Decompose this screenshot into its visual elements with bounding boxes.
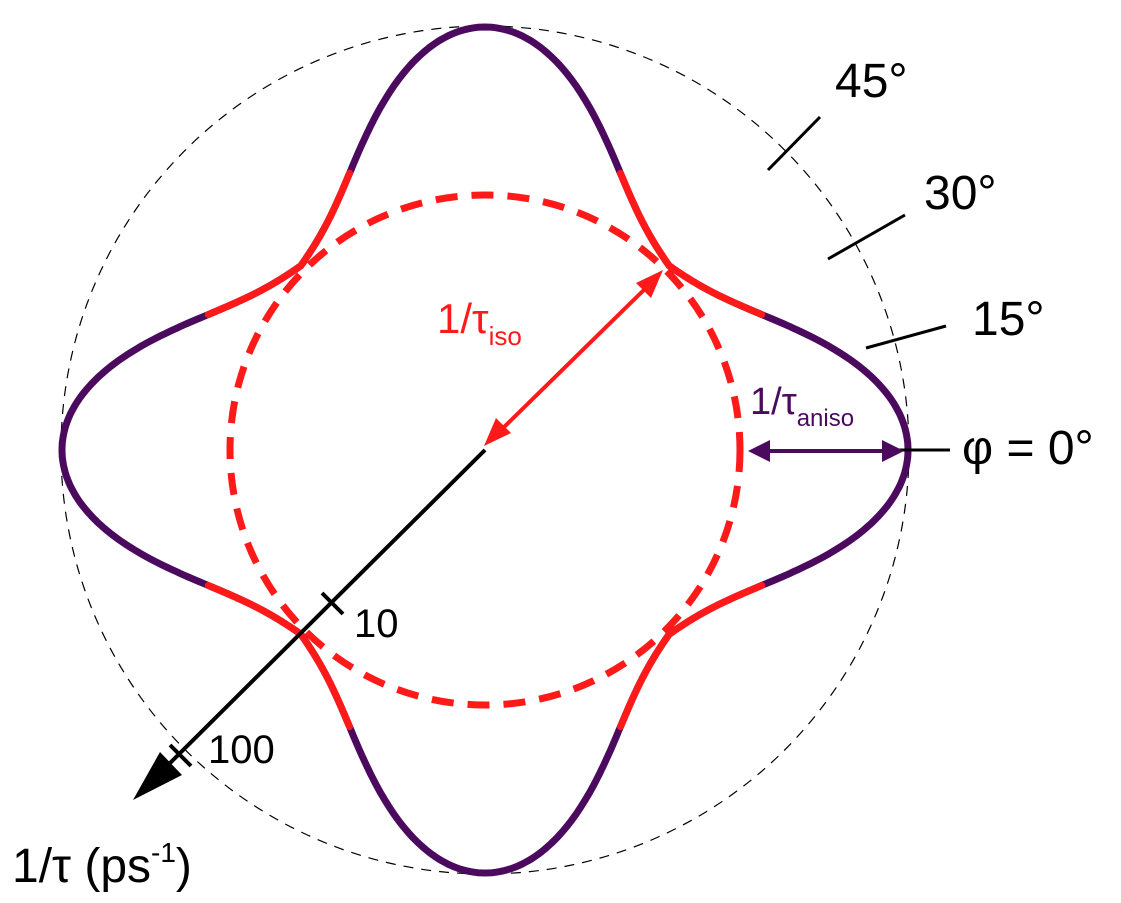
iso-radius-arrow bbox=[496, 282, 652, 435]
axis-tick-100 bbox=[168, 743, 193, 768]
axis-tick-label-10: 10 bbox=[354, 602, 399, 646]
tick-15deg bbox=[865, 324, 947, 350]
axis-tick-label-100: 100 bbox=[208, 728, 275, 772]
iso-arrowhead-inner bbox=[484, 418, 511, 446]
tick-45deg bbox=[766, 115, 822, 172]
isotropic-overlay-segment-4 bbox=[617, 582, 766, 731]
axis-tick-10 bbox=[320, 591, 345, 616]
angle-label-45: 45° bbox=[835, 55, 908, 108]
isotropic-overlay-segment-2 bbox=[204, 169, 353, 318]
rate-axis-label: 1/τ (ps-1) bbox=[12, 837, 192, 893]
rate-axis-arrowhead bbox=[133, 752, 182, 800]
isotropic-rate-circle bbox=[226, 191, 744, 709]
iso-arrowhead-outer bbox=[636, 270, 663, 298]
aniso-arrowhead-left bbox=[748, 440, 770, 462]
iso-rate-label: 1/τiso bbox=[437, 295, 522, 351]
tick-30deg bbox=[827, 213, 906, 261]
angle-label-0: φ = 0° bbox=[962, 422, 1094, 475]
angle-label-30: 30° bbox=[924, 167, 997, 220]
aniso-rate-label: 1/τaniso bbox=[750, 381, 854, 432]
isotropic-overlay-segment-1 bbox=[617, 169, 766, 318]
rate-axis-line bbox=[158, 448, 487, 775]
angle-label-15: 15° bbox=[972, 293, 1045, 346]
aniso-arrowhead-right bbox=[882, 440, 904, 462]
